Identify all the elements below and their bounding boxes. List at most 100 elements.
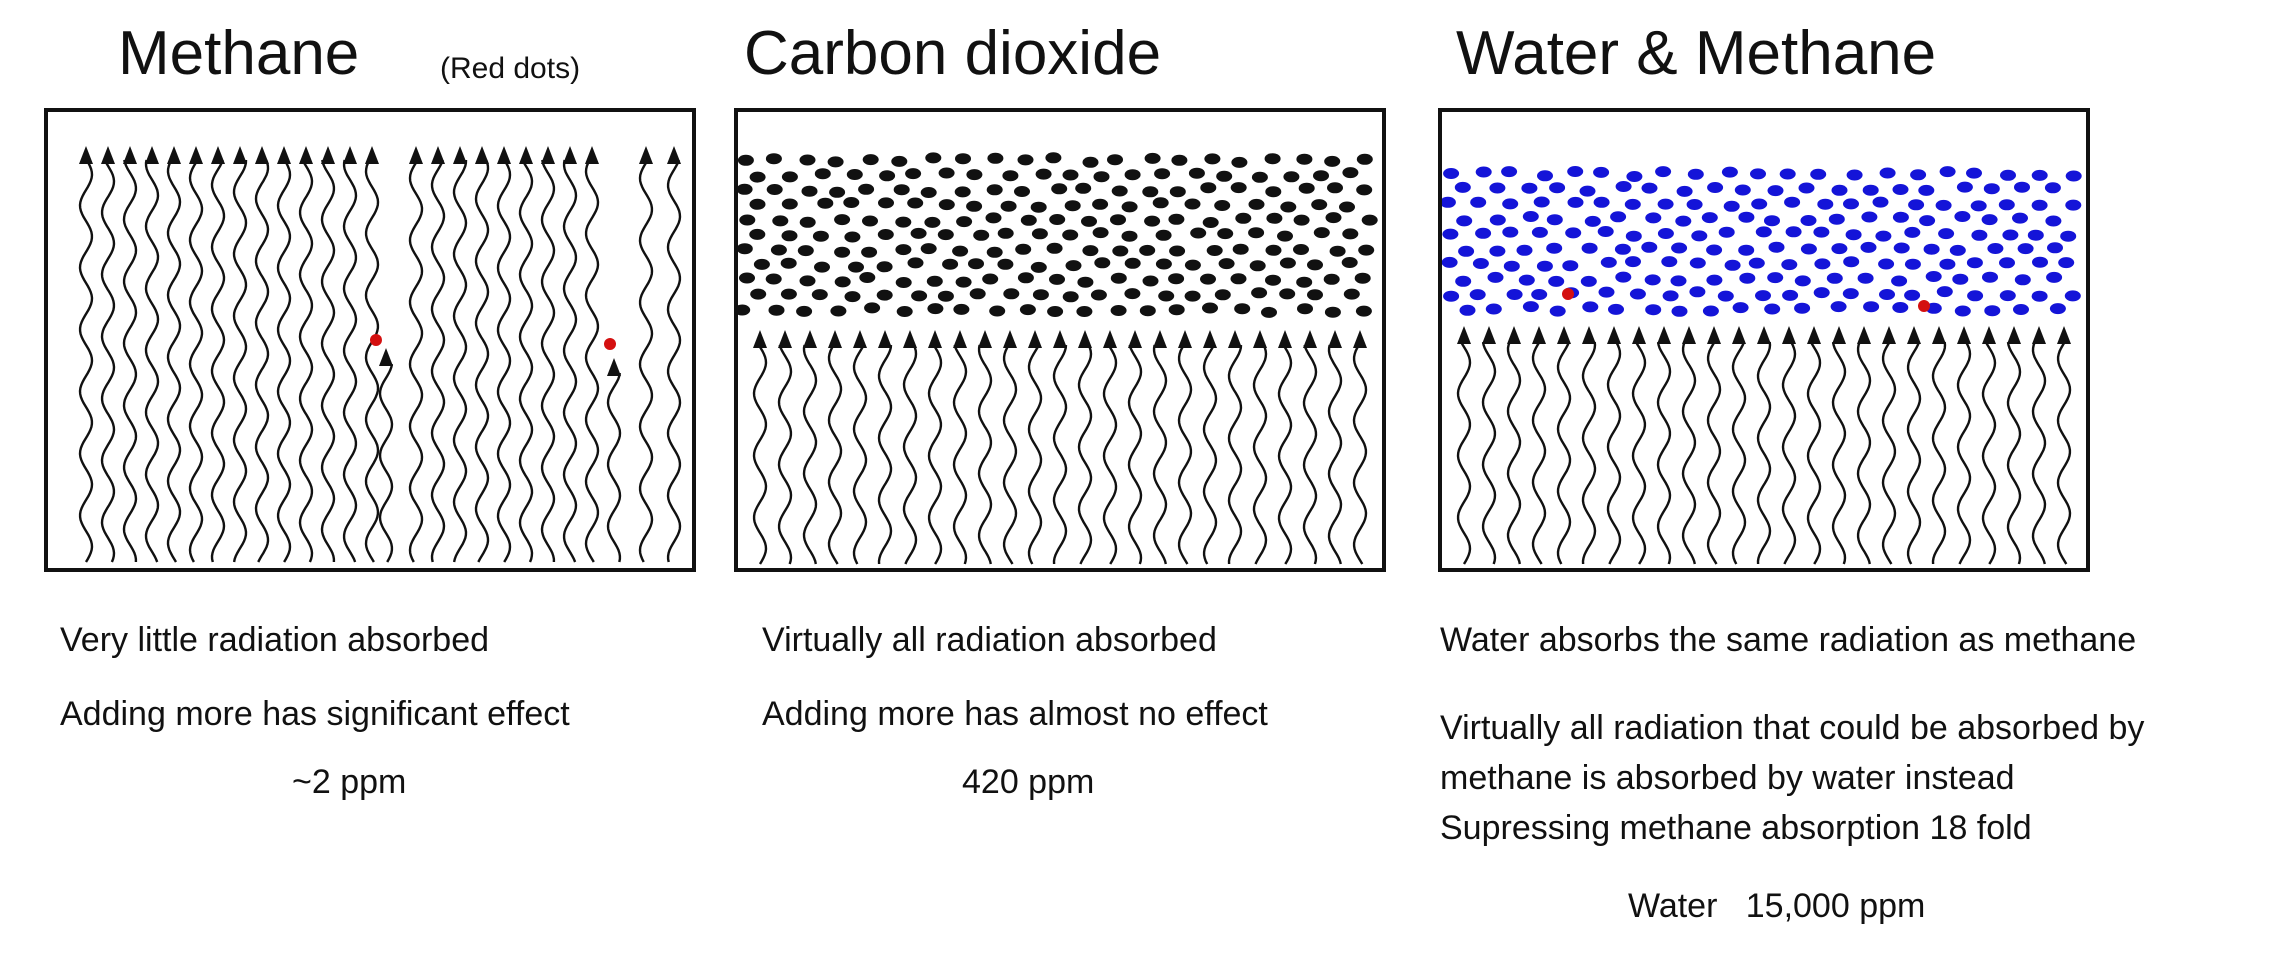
molecule-dot [1798,182,1815,194]
molecule-dot [1706,274,1723,286]
arrowhead-icon [101,146,115,164]
molecule-dot [1475,227,1492,239]
molecule-dot [1064,200,1081,212]
molecule-dot [1904,226,1921,238]
radiation-ray [1631,326,1647,565]
arrowhead-icon [1303,330,1317,348]
wavy-ray-line [1931,341,1947,565]
wavy-ray-line [1956,341,1972,565]
molecule-dot [1049,273,1065,285]
arrowhead-icon [753,330,767,348]
wavy-ray-line [1881,341,1897,565]
wavy-ray-line [1102,344,1118,565]
arrowhead-icon [1782,326,1796,344]
molecule-dot [1645,304,1662,316]
molecule-dot [1548,275,1565,287]
arrowhead-icon [1957,326,1971,344]
molecule-dot [1062,229,1079,241]
molecule-dot [1939,166,1956,178]
methane-concentration: ~2 ppm [292,763,407,801]
molecule-dot [1171,154,1188,166]
molecule-dot [1565,227,1582,239]
wavy-ray-line [562,159,578,563]
methane-molecule-dot [1562,288,1574,300]
molecule-dot [1675,215,1692,227]
molecule-layer [738,152,1378,318]
radiation-ray [1352,330,1368,565]
radiation-ray [144,146,160,563]
wavy-ray-line [1656,341,1672,565]
molecule-dot [1470,196,1487,208]
molecule-dot [876,261,893,273]
molecule-dot [1522,301,1539,313]
molecule-dot [1077,276,1094,288]
arrowhead-icon [409,146,423,164]
molecule-dot [1442,196,1456,208]
molecule-dot [1522,211,1539,222]
molecule-dot [2032,256,2048,268]
molecule-dot [1017,272,1034,284]
molecule-dot [1863,301,1880,313]
molecule-dot [1518,274,1535,286]
methane-title: Methane [118,19,360,88]
molecule-dot [1531,289,1548,300]
wavy-ray-line [122,159,138,562]
molecule-dot [1110,214,1126,226]
arrowhead-icon [1482,326,1496,344]
molecule-dot [1904,289,1921,301]
molecule-dot [1230,273,1247,285]
molecule-dot [1158,290,1175,302]
molecule-dot [1277,230,1293,242]
molecule-dot [1826,272,1843,284]
molecule-dot [1738,244,1755,256]
molecule-dot [2017,243,2034,255]
wavy-ray-line [320,159,336,562]
molecule-dot [1908,199,1925,211]
molecule-dot [1168,273,1185,285]
carbon-dioxide-panel [734,108,1386,572]
molecule-dot [1324,155,1341,167]
molecule-dot [1214,289,1231,301]
molecule-dot [1641,182,1658,194]
molecule-dot [1443,168,1460,179]
molecule-dot [2012,212,2028,224]
arrowhead-icon [1103,330,1117,348]
molecule-dot [1939,258,1956,270]
arrowhead-icon [1328,330,1342,348]
molecule-dot [1721,166,1738,178]
arrowhead-icon [607,358,621,376]
molecule-dot [2065,170,2082,182]
methane-radiation-diagram [78,146,682,563]
molecule-dot [765,153,782,165]
radiation-ray [1556,326,1572,565]
arrowhead-icon [667,146,681,164]
radiation-ray [1931,326,1947,565]
radiation-ray [1681,326,1697,565]
molecule-dot [1734,184,1751,196]
molecule-dot [986,184,1003,196]
molecule-dot [2058,257,2075,269]
arrowhead-icon [299,146,313,164]
molecule-dot [1723,200,1740,212]
molecule-dot [1313,227,1330,239]
molecule-dot [1610,211,1627,223]
molecule-dot [1017,154,1034,166]
radiation-ray [827,330,843,565]
arrowhead-icon [853,330,867,348]
radiation-ray [320,146,336,562]
water-caption-4: Supressing methane absorption 18 fold [1440,809,2032,847]
molecule-dot [1325,212,1342,224]
arrowhead-icon [1932,326,1946,344]
molecule-dot [1748,257,1765,269]
molecule-dot [738,304,751,316]
molecule-dot [907,257,924,269]
arrowhead-icon [1882,326,1896,344]
molecule-dot [1111,185,1128,197]
methane-molecule-dot [1918,300,1930,312]
radiation-ray [562,146,578,563]
molecule-dot [1987,243,2004,254]
molecule-dot [1169,245,1186,257]
molecule-dot [1443,290,1460,302]
molecule-dot [1580,275,1597,287]
molecule-dot [1264,153,1281,165]
